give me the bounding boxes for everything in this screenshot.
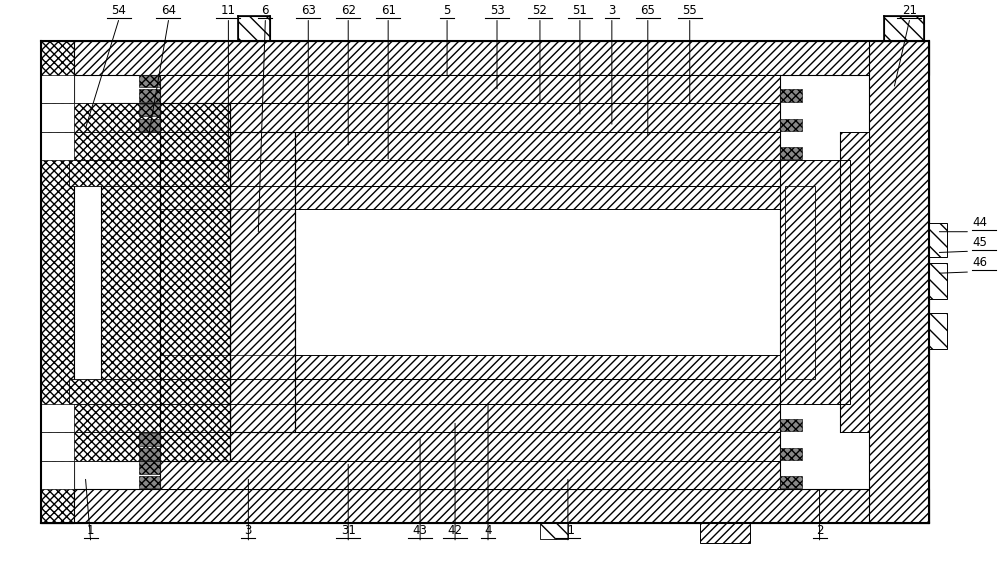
Bar: [69, 378, 160, 404]
Text: 5: 5: [443, 4, 451, 17]
Bar: [160, 103, 780, 132]
Bar: [785, 186, 815, 378]
Text: 2: 2: [816, 524, 823, 537]
Bar: [139, 434, 160, 446]
Text: 31: 31: [341, 524, 356, 537]
Bar: [41, 75, 74, 103]
Bar: [780, 419, 802, 431]
Bar: [869, 41, 929, 523]
Bar: [780, 90, 802, 102]
Bar: [540, 523, 568, 539]
Bar: [41, 103, 74, 132]
Bar: [700, 523, 750, 543]
Text: 3: 3: [245, 524, 252, 537]
Text: 63: 63: [301, 4, 316, 17]
Bar: [139, 462, 160, 474]
Text: 46: 46: [972, 256, 987, 269]
Bar: [840, 132, 869, 432]
Bar: [41, 489, 929, 523]
Text: 55: 55: [682, 4, 697, 17]
Bar: [101, 103, 230, 462]
Bar: [238, 16, 270, 41]
Text: 61: 61: [381, 4, 396, 17]
Bar: [780, 160, 850, 404]
Bar: [139, 119, 160, 131]
Bar: [230, 378, 780, 404]
Bar: [230, 404, 780, 432]
Text: 1: 1: [87, 524, 94, 537]
Text: 45: 45: [972, 235, 987, 248]
Bar: [780, 448, 802, 461]
Bar: [160, 432, 780, 462]
Bar: [780, 476, 802, 488]
Bar: [139, 75, 160, 87]
Bar: [41, 41, 74, 523]
Text: 21: 21: [902, 4, 917, 17]
Bar: [160, 462, 780, 489]
Bar: [139, 90, 160, 102]
Text: 64: 64: [161, 4, 176, 17]
Bar: [929, 313, 947, 350]
Text: 65: 65: [640, 4, 655, 17]
Bar: [69, 160, 160, 186]
Bar: [780, 119, 802, 131]
Text: 52: 52: [533, 4, 547, 17]
Text: 3: 3: [608, 4, 616, 17]
Bar: [230, 160, 780, 186]
Bar: [41, 41, 929, 75]
Bar: [139, 104, 160, 117]
Text: 11: 11: [221, 4, 236, 17]
Text: 62: 62: [341, 4, 356, 17]
Bar: [295, 355, 780, 378]
Bar: [41, 132, 74, 160]
Text: 43: 43: [413, 524, 428, 537]
Text: 4: 4: [484, 524, 492, 537]
Text: 42: 42: [448, 524, 463, 537]
Bar: [929, 224, 947, 257]
Bar: [41, 404, 74, 432]
Text: 41: 41: [560, 524, 575, 537]
Bar: [160, 75, 780, 103]
Text: 53: 53: [490, 4, 504, 17]
Bar: [929, 262, 947, 299]
Bar: [69, 132, 160, 160]
Bar: [69, 432, 160, 462]
Text: 51: 51: [572, 4, 587, 17]
Bar: [69, 404, 160, 432]
Bar: [230, 132, 295, 432]
Bar: [69, 103, 160, 132]
Bar: [139, 448, 160, 461]
Bar: [295, 186, 780, 209]
Bar: [41, 462, 74, 489]
Text: 44: 44: [972, 216, 987, 229]
Bar: [780, 146, 802, 159]
Bar: [230, 132, 780, 160]
Bar: [139, 476, 160, 488]
Text: 54: 54: [111, 4, 126, 17]
Bar: [884, 16, 924, 41]
Text: 6: 6: [262, 4, 269, 17]
Bar: [41, 432, 74, 462]
